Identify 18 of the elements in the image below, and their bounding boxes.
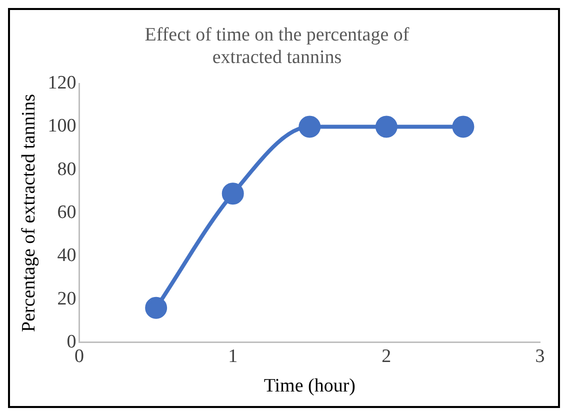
y-tick-label: 0 xyxy=(66,331,76,352)
y-tick-label: 40 xyxy=(57,245,76,266)
y-tick-label: 100 xyxy=(48,116,76,137)
y-axis-title: Percentage of extracted tannins xyxy=(18,94,40,332)
x-axis-title: Time (hour) xyxy=(264,376,356,397)
y-tick-label: 20 xyxy=(57,288,76,310)
point xyxy=(145,296,168,319)
point xyxy=(298,116,321,138)
x-tick-label: 3 xyxy=(535,346,545,367)
point xyxy=(452,116,474,138)
y-tick-label: 60 xyxy=(57,202,76,223)
chart-title: Effect of time on the percentage of extracted tannins xyxy=(144,24,410,68)
point xyxy=(222,182,244,205)
x-tick-label: 1 xyxy=(228,346,238,367)
y-tick-label: 80 xyxy=(57,158,76,180)
point xyxy=(375,116,398,138)
y-tick-label: 120 xyxy=(48,72,76,94)
x-tick-label: 2 xyxy=(382,346,392,367)
